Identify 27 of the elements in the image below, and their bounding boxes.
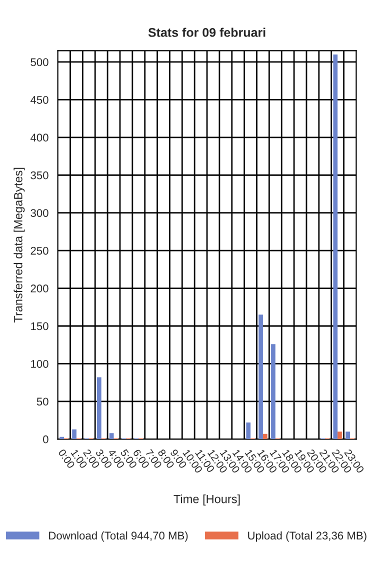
y-tick-label: 250 (30, 246, 48, 255)
legend-label: Upload (Total 23,36 MB) (248, 531, 366, 542)
bar (346, 432, 350, 440)
bar (333, 54, 338, 440)
bar (258, 314, 263, 440)
bar (72, 429, 76, 440)
y-axis-title: Transferred data [MegaBytes] (14, 168, 25, 322)
y-tick-label: 500 (30, 58, 48, 66)
bar (60, 436, 64, 440)
y-tick-label: 100 (31, 360, 48, 368)
y-tick-label: 50 (36, 398, 48, 406)
bar (246, 422, 251, 440)
y-tick-label: 350 (30, 171, 48, 180)
y-tick-label: 0 (43, 435, 48, 444)
chart-title: Stats for 09 februari (148, 28, 266, 37)
bar (109, 433, 114, 440)
legend-label: Download (Total 944,70 MB) (49, 531, 188, 542)
y-tick-label: 300 (30, 209, 48, 217)
bar (262, 434, 268, 440)
y-tick-label: 450 (30, 96, 48, 104)
bar (338, 432, 342, 440)
y-tick-label: 150 (31, 322, 48, 330)
x-axis-title: Time [Hours] (174, 494, 240, 506)
y-tick-label: 200 (30, 284, 48, 292)
bar (96, 377, 102, 440)
y-tick-label: 400 (30, 134, 48, 142)
bar (271, 344, 276, 440)
